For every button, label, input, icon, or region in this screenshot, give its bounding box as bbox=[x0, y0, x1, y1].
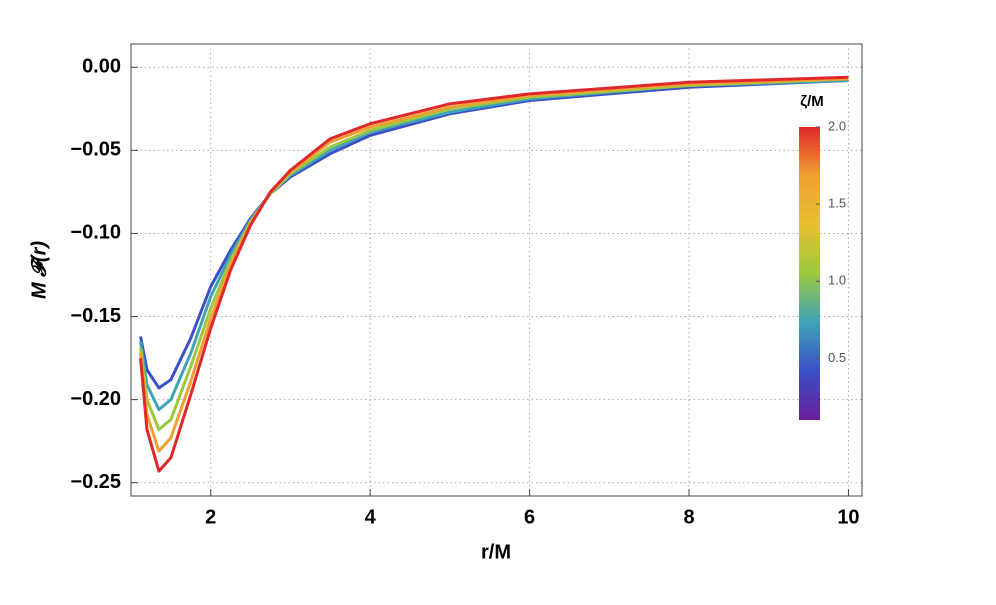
y-tick-label: 0.00 bbox=[82, 56, 121, 78]
curve bbox=[139, 77, 849, 432]
y-tick-label: −0.10 bbox=[70, 222, 121, 244]
x-tick-label: 8 bbox=[683, 506, 694, 528]
x-tick-label: 4 bbox=[365, 506, 377, 528]
curve bbox=[139, 75, 849, 473]
colorbar-title: ζ/M bbox=[800, 93, 824, 110]
x-tick-label: 10 bbox=[837, 506, 859, 528]
y-axis-label: M 𝓕(r) bbox=[28, 241, 50, 299]
curve bbox=[139, 77, 849, 453]
x-tick-label: 2 bbox=[205, 506, 216, 528]
y-tick-label: −0.05 bbox=[70, 139, 121, 161]
y-tick-label: −0.15 bbox=[70, 305, 121, 327]
y-tick-label: −0.25 bbox=[70, 471, 121, 493]
plot-frame bbox=[130, 43, 863, 497]
x-tick-label: 6 bbox=[524, 506, 535, 528]
y-tick-label: −0.20 bbox=[70, 388, 121, 410]
colorbar-tick-label: 1.0 bbox=[828, 273, 846, 288]
colorbar bbox=[799, 127, 820, 420]
x-axis-label: r/M bbox=[481, 541, 511, 563]
colorbar-tick-label: 1.5 bbox=[828, 196, 846, 211]
curve bbox=[139, 79, 849, 412]
colorbar-tick-label: 0.5 bbox=[828, 350, 846, 365]
colorbar-tick-label: 2.0 bbox=[828, 118, 846, 133]
